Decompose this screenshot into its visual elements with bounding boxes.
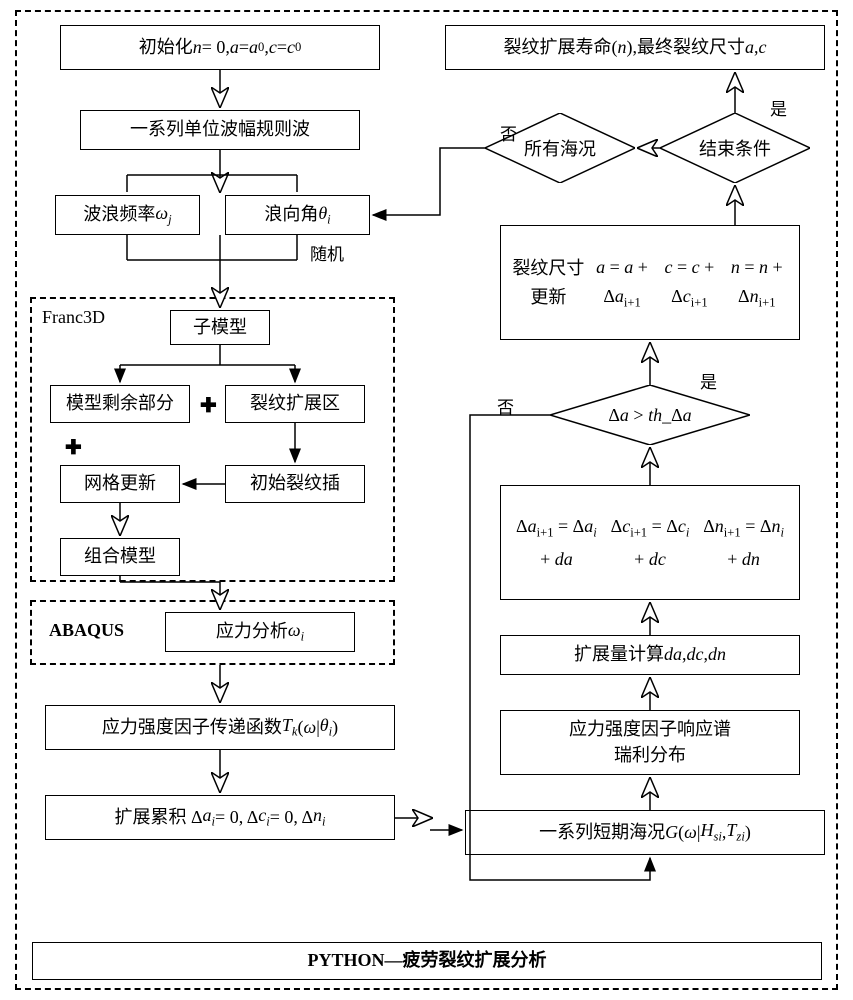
diamond-threshold: Δa > th_Δa bbox=[550, 385, 750, 445]
node-init: 初始化 n = 0, a = a0, c = c0 bbox=[60, 25, 380, 70]
plus-1: ✚ bbox=[200, 393, 217, 418]
node-submodel: 子模型 bbox=[170, 310, 270, 345]
franc3d-label: Franc3D bbox=[38, 307, 109, 328]
diamond-endcond: 结束条件 bbox=[660, 113, 810, 183]
node-deltas: Δai+1 = Δai + da Δci+1 = Δci + dc Δni+1 … bbox=[500, 485, 800, 600]
node-combined: 组合模型 bbox=[60, 538, 180, 576]
abaqus-label: ABAQUS bbox=[45, 620, 128, 641]
plus-2: ✚ bbox=[65, 435, 82, 460]
node-accum: 扩展累积 Δai = 0, Δci = 0, Δni bbox=[45, 795, 395, 840]
node-response: 应力强度因子响应谱瑞利分布 bbox=[500, 710, 800, 775]
node-freq: 波浪频率 ωj bbox=[55, 195, 200, 235]
label-no1: 否 bbox=[500, 120, 517, 145]
node-calcext: 扩展量计算 da, dc, dn bbox=[500, 635, 800, 675]
node-angle: 浪向角 θi bbox=[225, 195, 370, 235]
label-yes1: 是 bbox=[770, 95, 787, 120]
label-random: 随机 bbox=[310, 240, 344, 265]
node-crackzone: 裂纹扩展区 bbox=[225, 385, 365, 423]
node-remain: 模型剩余部分 bbox=[50, 385, 190, 423]
node-transfer: 应力强度因子传递函数 Tk (ω|θi) bbox=[45, 705, 395, 750]
node-meshupdate: 网格更新 bbox=[60, 465, 180, 503]
node-output: 裂纹扩展寿命(n),最终裂纹尺寸 a, c bbox=[445, 25, 825, 70]
label-no2: 否 bbox=[497, 393, 514, 418]
node-waves: 一系列单位波幅规则波 bbox=[80, 110, 360, 150]
node-footer: PYTHON—疲劳裂纹扩展分析 bbox=[32, 942, 822, 980]
node-update: 裂纹尺寸更新 a = a + Δai+1 c = c + Δci+1 n = n… bbox=[500, 225, 800, 340]
node-initcrack: 初始裂纹插 bbox=[225, 465, 365, 503]
node-stress: 应力分析 ωi bbox=[165, 612, 355, 652]
label-yes2: 是 bbox=[700, 368, 717, 393]
node-seastates: 一系列短期海况 G (ω|Hsi, Tzi) bbox=[465, 810, 825, 855]
